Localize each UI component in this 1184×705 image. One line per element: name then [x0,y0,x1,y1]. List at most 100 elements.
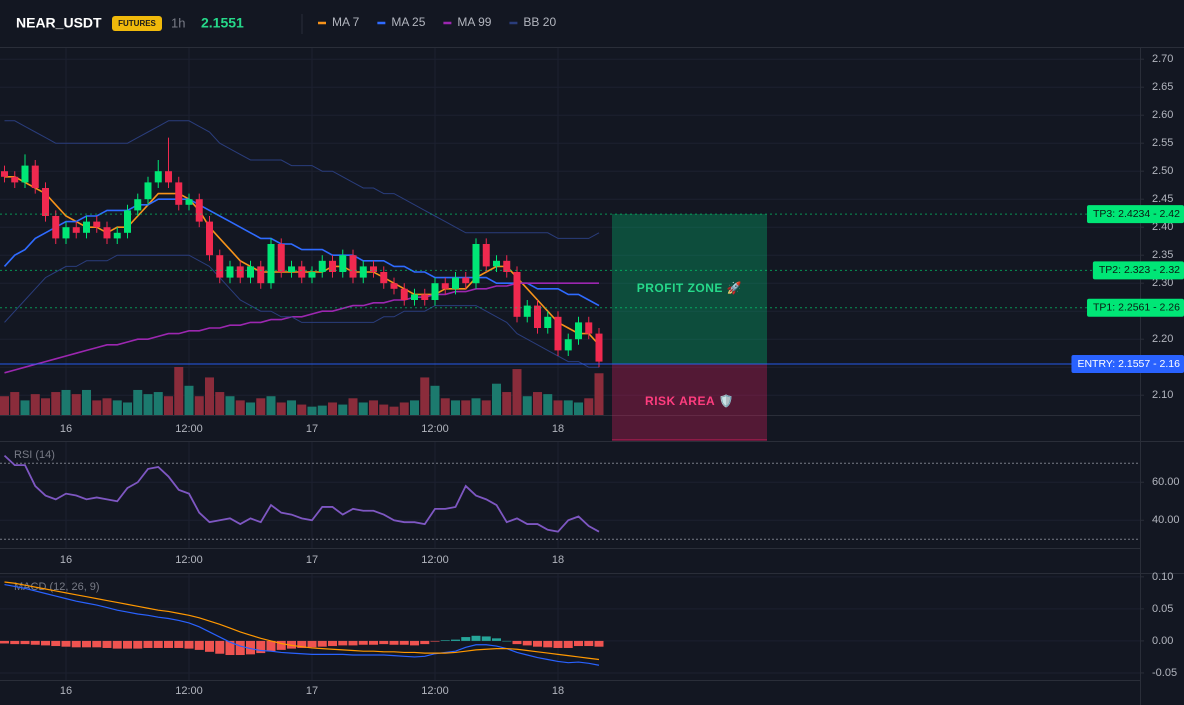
interval: 1h [171,15,185,30]
histogram-bar [553,640,563,648]
histogram-bar [379,640,389,645]
volume-bar [164,396,173,415]
volume-bar [61,389,71,415]
candle-body [298,266,306,278]
candle-body [503,260,511,272]
level-badge [1071,355,1184,374]
volume-bar [399,402,409,415]
histogram-bar [30,640,40,645]
volume-bar [51,392,61,415]
histogram-bar [430,640,440,642]
pane-title: MACD (12, 26, 9) [14,581,100,593]
volume-bar [410,400,419,415]
histogram-bar [133,640,143,649]
volume-bar [502,392,512,415]
volume-bar [440,398,450,415]
last-price: 2.1551 [201,15,244,31]
volume-bar [369,400,378,415]
candle-body [62,227,70,239]
histogram-bar [174,640,184,648]
candle-body [329,260,336,272]
candle-body [339,255,347,272]
candle-body [308,272,316,278]
x-tick-label: 18 [552,423,564,435]
legend-label: MA 99 [457,15,491,29]
candle-body [585,322,593,334]
histogram-bar [307,640,317,648]
volume-bar [451,400,460,415]
badge: FUTURES [118,19,156,28]
y-tick-label: 2.60 [1152,109,1173,121]
histogram-bar [71,640,81,648]
histogram-bar [205,640,214,652]
volume-bar [92,400,102,415]
histogram-bar [338,640,348,646]
candle-body [226,266,234,278]
volume-bar [235,400,245,415]
x-tick-label: 12:00 [175,423,203,435]
histogram-bar [225,640,235,656]
volume-bar [0,396,9,415]
histogram-bar [215,640,225,654]
histogram-bar [41,640,50,646]
x-tick-label: 17 [306,554,318,566]
candle-body [113,232,121,239]
y-tick-label: 40.00 [1152,514,1180,526]
y-tick-label: 0.05 [1152,603,1173,615]
candle-body [380,272,388,284]
histogram-bar [533,640,542,647]
histogram-bar [358,640,368,645]
histogram-bar [399,640,409,645]
zone-label: PROFIT ZONE 🚀 [637,281,742,295]
histogram-bar [410,640,419,646]
x-tick-label: 16 [60,423,72,435]
histogram-bar [20,640,30,645]
level-badge [1087,205,1184,224]
candle-body [441,283,449,289]
candle-body [93,221,101,228]
candle-body [236,266,244,278]
candle-body [1,171,8,177]
candle-body [513,272,521,317]
candle-body [72,227,80,233]
candle-body [124,210,131,233]
volume-bar [430,385,440,415]
pane-title: RSI (14) [14,449,55,461]
zone [612,364,767,440]
volume-bar [358,402,368,415]
x-tick-label: 12:00 [175,685,203,697]
candle-body [83,221,90,233]
candle-body [103,227,111,239]
histogram-bar [369,640,378,645]
candle-body [493,260,500,267]
y-tick-label: 2.40 [1152,221,1173,233]
x-tick-label: 12:00 [421,423,449,435]
histogram-bar [594,640,604,647]
histogram-bar [389,640,399,645]
candle-body [195,199,203,222]
histogram-bar [471,635,481,641]
y-tick-label: 2.55 [1152,137,1173,149]
x-tick-label: 12:00 [421,685,449,697]
histogram-bar [287,640,296,649]
volume-bar [102,398,112,415]
volume-bar [553,400,563,415]
histogram-bar [184,640,194,649]
histogram-bar [143,640,153,648]
candle-body [482,244,490,267]
candle-body [154,171,162,183]
y-tick-label: -0.05 [1152,667,1177,679]
histogram-bar [246,640,255,655]
histogram-bar [153,640,163,648]
histogram-bar [481,636,491,641]
candle-body [144,182,152,200]
y-tick-label: 2.30 [1152,277,1173,289]
candle-body [575,322,582,340]
candle-body [318,260,326,272]
volume-bar [328,402,337,415]
volume-bar [10,392,20,415]
histogram-bar [92,640,102,648]
histogram-bar [0,640,9,644]
level-badge [1092,261,1184,280]
volume-bar [512,369,522,415]
